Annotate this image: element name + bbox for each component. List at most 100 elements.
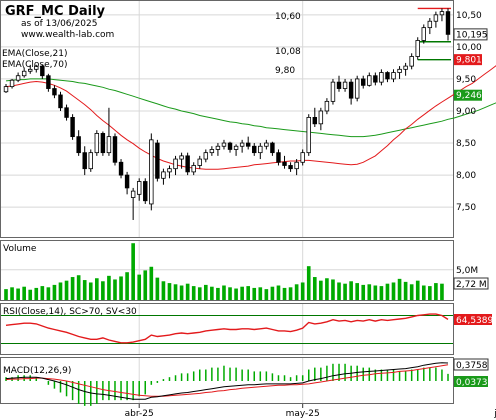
volume-bar xyxy=(337,282,341,300)
volume-bar xyxy=(246,286,251,300)
level-label-9-80: 9,80 xyxy=(275,66,295,76)
last-rsi-tag: 64,5389 xyxy=(454,314,493,326)
volume-bar xyxy=(143,270,148,300)
level-label-10-60: 10,60 xyxy=(275,12,301,22)
volume-panel-frame xyxy=(0,240,454,301)
svg-text:2,72 M: 2,72 M xyxy=(456,280,487,290)
level-label-10-08: 10,08 xyxy=(275,47,301,57)
volume-bar xyxy=(197,287,202,300)
candle-body xyxy=(179,155,184,160)
candle-body xyxy=(409,56,414,67)
candle-body xyxy=(40,65,45,77)
grid-lines xyxy=(1,1,453,403)
volume-title: Volume xyxy=(3,244,37,254)
candle-body xyxy=(76,136,81,154)
volume-bar xyxy=(440,283,444,300)
candle-body xyxy=(130,190,136,198)
candle-body xyxy=(391,72,396,80)
volume-bar xyxy=(288,287,293,300)
volume-bar xyxy=(149,266,154,300)
volume-bar xyxy=(228,287,232,300)
candle-body xyxy=(245,142,251,147)
candle-body xyxy=(64,107,69,118)
candle-body xyxy=(300,152,305,163)
volume-bar xyxy=(331,279,335,300)
volume-bar xyxy=(155,277,160,300)
volume-bar xyxy=(379,286,384,300)
candle-body xyxy=(52,88,57,96)
volume-bar xyxy=(343,283,347,300)
candle-body xyxy=(342,81,348,89)
candle-body xyxy=(415,40,420,57)
volume-bar xyxy=(385,283,390,300)
candle-body xyxy=(209,149,215,154)
volume-bar xyxy=(82,280,87,300)
volume-ytick-label: 5,0M xyxy=(456,266,478,276)
last-ema21-tag: 9,801 xyxy=(454,54,482,66)
volume-bar xyxy=(312,277,317,300)
candle-body xyxy=(427,20,433,29)
candle-body xyxy=(294,161,299,170)
candle-body xyxy=(149,139,154,205)
volume-bar xyxy=(131,243,135,300)
last-macd-tag: 0,3758 xyxy=(453,358,489,371)
candle-body xyxy=(70,116,75,138)
horizontal-levels xyxy=(417,7,451,61)
volume-bar xyxy=(88,282,93,300)
candle-body xyxy=(330,81,336,102)
candle-body xyxy=(191,165,196,173)
volume-bar xyxy=(252,287,257,300)
volume-bar xyxy=(173,284,178,300)
candle-body xyxy=(173,158,178,170)
volume-bar xyxy=(119,276,123,300)
candle-body xyxy=(252,145,257,154)
candle-body xyxy=(215,145,221,150)
chart-title: GRF_MC Daily xyxy=(5,4,106,19)
candle-body xyxy=(348,81,354,99)
price-ytick-label: 8,00 xyxy=(456,171,476,181)
volume-bar xyxy=(415,280,420,300)
volume-bar xyxy=(203,284,208,300)
candle-body xyxy=(270,142,275,154)
candle-body xyxy=(100,133,106,154)
candle-body xyxy=(421,27,426,41)
candle-body xyxy=(373,75,378,83)
volume-bar xyxy=(421,285,426,300)
price-ytick-label: 9,00 xyxy=(456,107,476,117)
volume-bar xyxy=(161,281,166,300)
macd-line xyxy=(5,362,449,400)
volume-bar xyxy=(264,289,269,300)
volume-bar xyxy=(409,284,414,300)
source-site: www.wealth-lab.com xyxy=(21,30,114,40)
volume-bar xyxy=(294,284,299,300)
volume-bar xyxy=(34,287,39,300)
volume-bars xyxy=(4,243,444,300)
volume-bar xyxy=(125,272,129,300)
volume-bar xyxy=(113,279,117,300)
candle-body xyxy=(324,100,330,112)
candle-body xyxy=(258,145,263,154)
macd-title: MACD(12,26,9) xyxy=(3,366,71,376)
price-ytick-label: 7,50 xyxy=(456,203,476,213)
price-ytick-label: 9,50 xyxy=(456,75,476,85)
rsi-series-line xyxy=(5,313,449,344)
candle-body xyxy=(233,145,239,150)
last-macd-hist-tag: 0,0373 xyxy=(454,376,488,388)
volume-bar xyxy=(258,287,263,300)
candle-body xyxy=(445,11,451,35)
candle-body xyxy=(379,72,384,83)
ema21-line xyxy=(5,65,496,170)
candle-body xyxy=(46,75,51,89)
last-ema70-tag: 9,246 xyxy=(454,89,482,101)
candle-body xyxy=(88,152,93,170)
volume-bar xyxy=(76,275,81,300)
volume-bar xyxy=(240,286,244,300)
candle-body xyxy=(94,133,100,154)
volume-bar xyxy=(391,282,396,300)
volume-bar xyxy=(46,287,51,300)
volume-bar xyxy=(428,286,432,300)
candle-body xyxy=(9,79,15,88)
candle-body xyxy=(34,65,39,70)
price-ytick-label: 8,50 xyxy=(456,139,476,149)
